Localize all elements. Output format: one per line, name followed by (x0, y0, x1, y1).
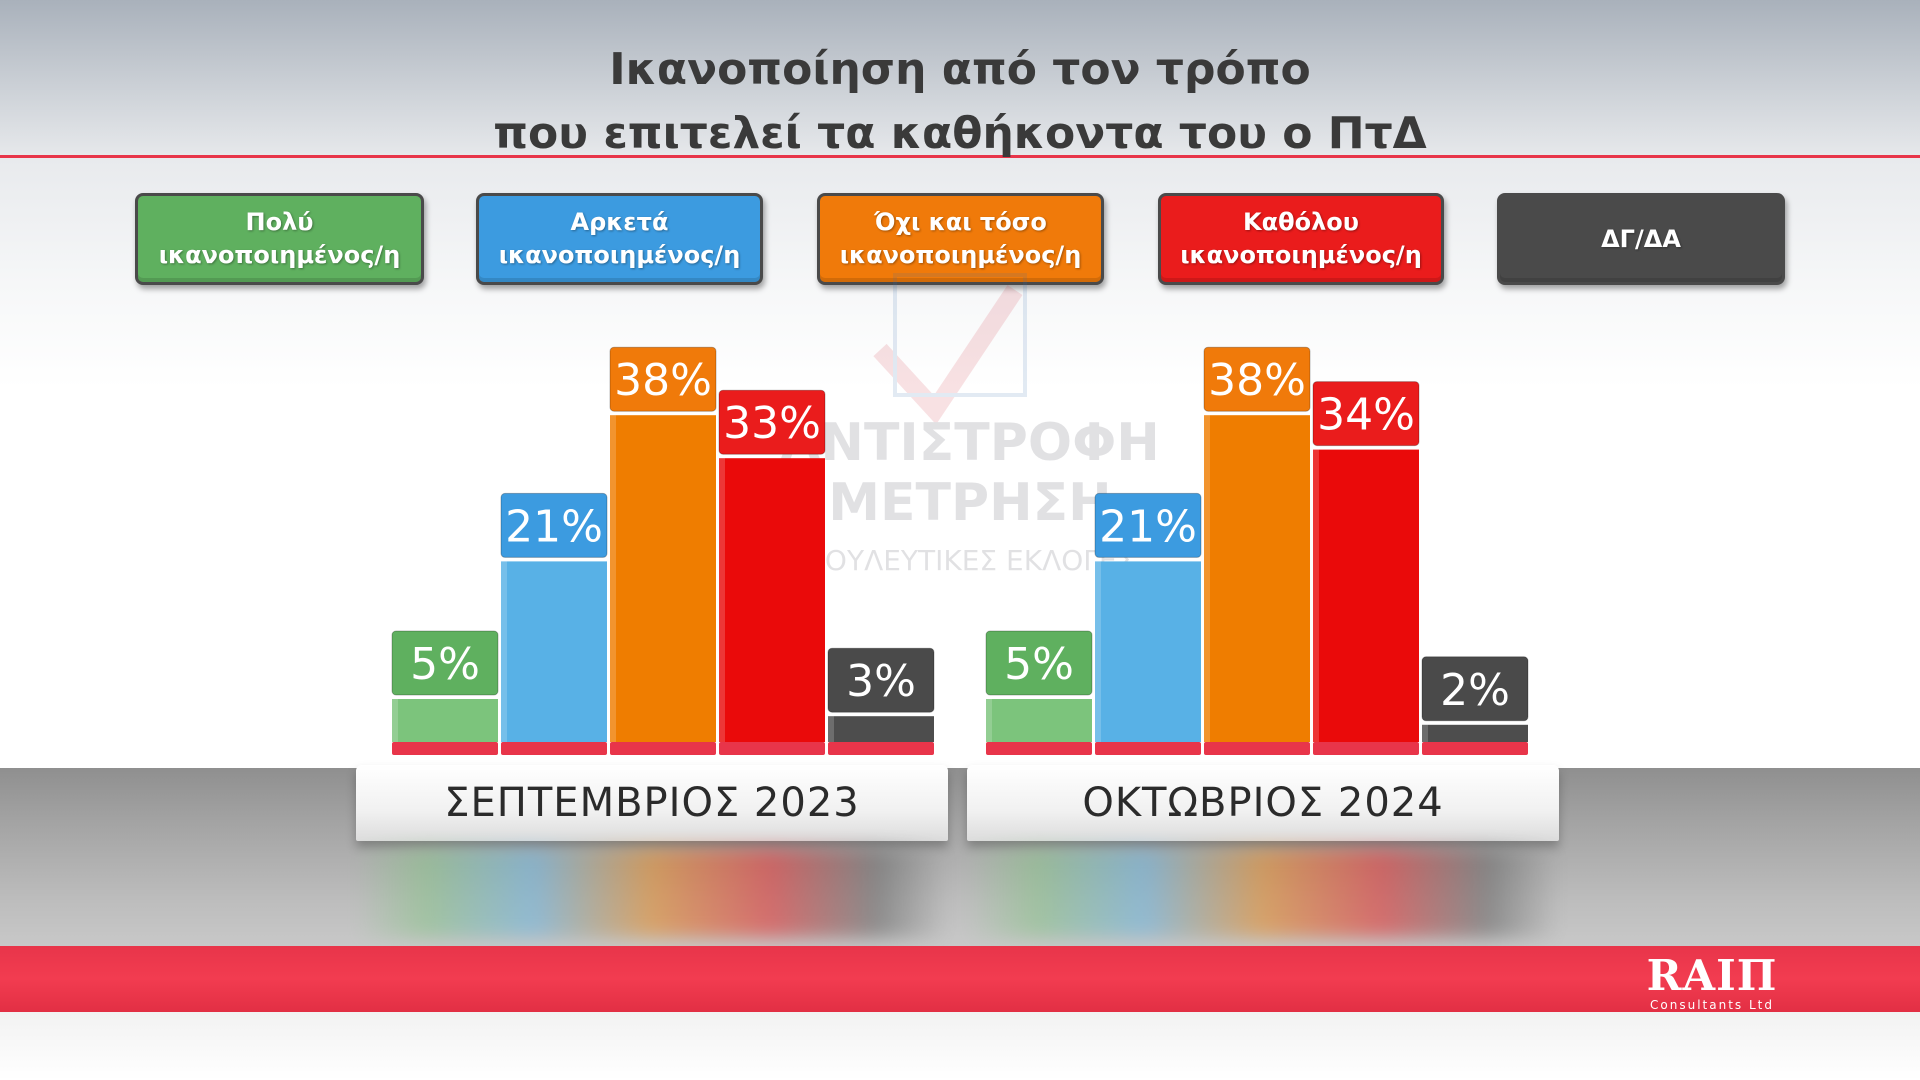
data-label-1-0: 5% (1004, 639, 1074, 690)
legend-very-satisfied: Πολύ ικανοποιημένος/η (135, 193, 424, 285)
data-label-0-4: 3% (846, 656, 916, 707)
logo-sub: Consultants Ltd (1650, 998, 1774, 1012)
bar-highlight-1-0 (986, 699, 992, 742)
bar-base-0-1 (501, 742, 607, 755)
reflection-group-1 (356, 848, 948, 938)
bar-base-1-2 (1204, 742, 1310, 755)
legend-label: Αρκετά ικανοποιημένος/η (498, 208, 741, 269)
bar-0-4 (828, 716, 934, 742)
bar-base-1-4 (1422, 742, 1528, 755)
bar-0-2 (610, 415, 716, 742)
bar-0-1 (501, 561, 607, 742)
watermark-line-1: ΑΝΤΙΣΤΡΟΦΗ (780, 413, 1160, 473)
bar-0-3 (719, 458, 825, 742)
chart-title-line-2: που επιτελεί τα καθήκοντα του ο ΠτΔ (493, 108, 1427, 159)
footer-white-band (0, 1012, 1920, 1080)
bar-1-0 (986, 699, 1092, 742)
period-label-sep-2023: ΣΕΠΤΕΜΒΡΙΟΣ 2023 (356, 765, 948, 841)
data-label-box-0-4 (827, 647, 935, 713)
data-label-box-0-3 (718, 389, 826, 455)
legend-not-at-all-satisfied: Καθόλου ικανοποιημένος/η (1158, 193, 1444, 285)
period-label-oct-2024: ΟΚΤΩΒΡΙΟΣ 2024 (967, 765, 1559, 841)
data-label-0-3: 33% (723, 398, 821, 449)
data-label-box-1-2 (1203, 346, 1311, 412)
data-label-box-1-4 (1421, 656, 1529, 722)
data-label-box-0-1 (500, 492, 608, 558)
watermark-check-icon (873, 285, 1023, 425)
bar-highlight-0-4 (828, 716, 834, 742)
bar-highlight-0-1 (501, 561, 507, 742)
legend-quite-satisfied: Αρκετά ικανοποιημένος/η (476, 193, 763, 285)
watermark: ΑΝΤΙΣΤΡΟΦΗ ΜΕΤΡΗΣΗ ΒΟΥΛΕΥΤΙΚΕΣ ΕΚΛΟΓΕΣ (780, 273, 1160, 577)
bar-base-0-4 (828, 742, 934, 755)
reflection-group-2 (967, 848, 1559, 938)
data-label-box-1-1 (1094, 492, 1202, 558)
data-label-box-0-2 (609, 346, 717, 412)
legend-label: Όχι και τόσο ικανοποιημένος/η (839, 208, 1082, 269)
bar-highlight-0-0 (392, 699, 398, 742)
data-label-box-0-0 (391, 630, 499, 696)
legend-label: Καθόλου ικανοποιημένος/η (1180, 208, 1422, 269)
bar-1-1 (1095, 561, 1201, 742)
floor-band (0, 768, 1920, 946)
data-label-1-2: 38% (1208, 355, 1306, 406)
bar-base-0-3 (719, 742, 825, 755)
bar-base-1-1 (1095, 742, 1201, 755)
header-rule (0, 155, 1920, 158)
watermark-box-icon (893, 273, 1027, 397)
bar-1-2 (1204, 415, 1310, 742)
data-label-0-2: 38% (614, 355, 712, 406)
data-label-box-1-3 (1312, 381, 1420, 447)
watermark-line-2: ΜΕΤΡΗΣΗ (828, 473, 1111, 533)
data-label-0-1: 21% (505, 501, 603, 552)
bar-highlight-1-2 (1204, 415, 1210, 742)
legend-not-much-satisfied: Όχι και τόσο ικανοποιημένος/η (817, 193, 1104, 285)
bar-1-3 (1313, 449, 1419, 742)
bar-highlight-0-3 (719, 458, 725, 742)
watermark-line-3: ΒΟΥΛΕΥΤΙΚΕΣ ΕΚΛΟΓΕΣ (806, 544, 1135, 577)
legend-label: ΔΓ/ΔΑ (1601, 224, 1681, 253)
legend-dont-know: ΔΓ/ΔΑ (1497, 193, 1785, 285)
bar-base-1-3 (1313, 742, 1419, 755)
bar-highlight-0-2 (610, 415, 616, 742)
data-label-box-1-0 (985, 630, 1093, 696)
chart-title-line-1: Ικανοποίηση από τον τρόπο (609, 44, 1311, 95)
header-band (0, 0, 1920, 155)
data-label-1-1: 21% (1099, 501, 1197, 552)
bar-1-4 (1422, 724, 1528, 742)
bar-0-0 (392, 699, 498, 742)
bar-base-1-0 (986, 742, 1092, 755)
data-label-1-4: 2% (1440, 665, 1510, 716)
logo-brand: RAIΠ (1646, 951, 1778, 1000)
bar-highlight-1-4 (1422, 724, 1428, 742)
chart-title: Ικανοποίηση από τον τρόπο που επιτελεί τ… (0, 38, 1920, 166)
legend-label: Πολύ ικανοποιημένος/η (158, 208, 401, 269)
brand-logo: RAIΠ Consultants Ltd (1632, 951, 1792, 1013)
footer-red-band (0, 946, 1920, 1012)
data-label-1-3: 34% (1317, 390, 1415, 441)
bar-base-0-2 (610, 742, 716, 755)
bar-base-0-0 (392, 742, 498, 755)
data-label-0-0: 5% (410, 639, 480, 690)
bar-highlight-1-1 (1095, 561, 1101, 742)
bar-highlight-1-3 (1313, 449, 1319, 742)
